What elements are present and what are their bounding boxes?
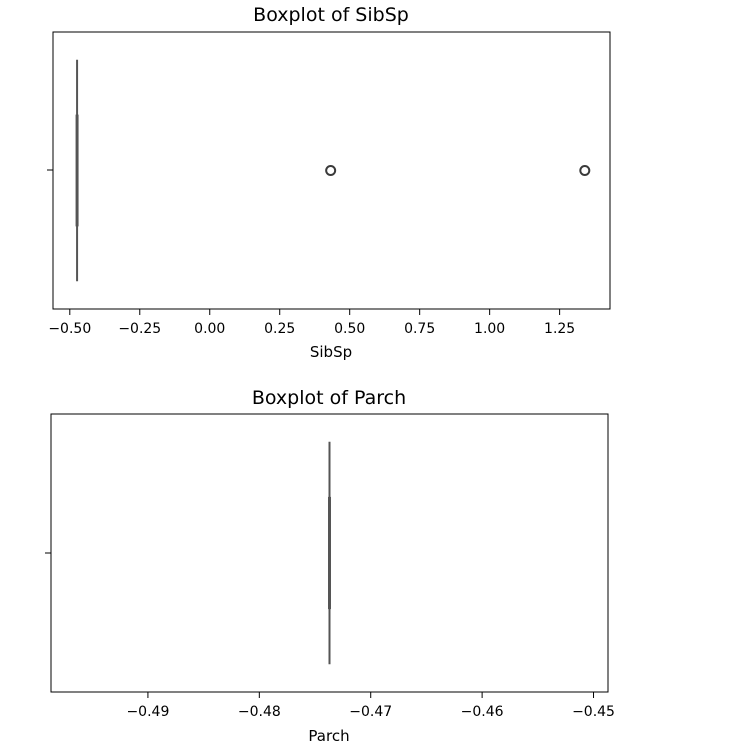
plot-area: [52, 31, 611, 310]
chart-title: Boxplot of SibSp: [253, 4, 409, 26]
x-tick-label: −0.47: [349, 704, 392, 720]
x-tick-label: 1.00: [474, 321, 505, 337]
x-axis-label: Parch: [308, 727, 349, 745]
x-tick-label: −0.25: [118, 321, 161, 337]
x-tick-label: −0.45: [572, 704, 615, 720]
x-tick-label: 0.75: [404, 321, 435, 337]
parch-boxplot: Boxplot of Parch Parch −0.49 −0.48 −0.47 −0…: [45, 387, 615, 745]
x-axis-label: SibSp: [310, 343, 352, 361]
x-tick-label: 0.50: [334, 321, 365, 337]
x-tick-label: −0.46: [461, 704, 504, 720]
x-tick-label: 0.25: [264, 321, 295, 337]
x-tick-label: −0.48: [238, 704, 281, 720]
chart-title: Boxplot of Parch: [252, 387, 406, 409]
x-tick-label: −0.50: [48, 321, 91, 337]
x-tick-label: 1.25: [544, 321, 575, 337]
outlier-point: [579, 165, 591, 176]
x-tick-label: −0.49: [126, 704, 169, 720]
outlier-point: [325, 165, 337, 176]
x-tick-label: 0.00: [194, 321, 225, 337]
sibsp-boxplot: Boxplot of SibSp SibSp −0.50 −0.25 0.00 0.2…: [47, 4, 611, 361]
